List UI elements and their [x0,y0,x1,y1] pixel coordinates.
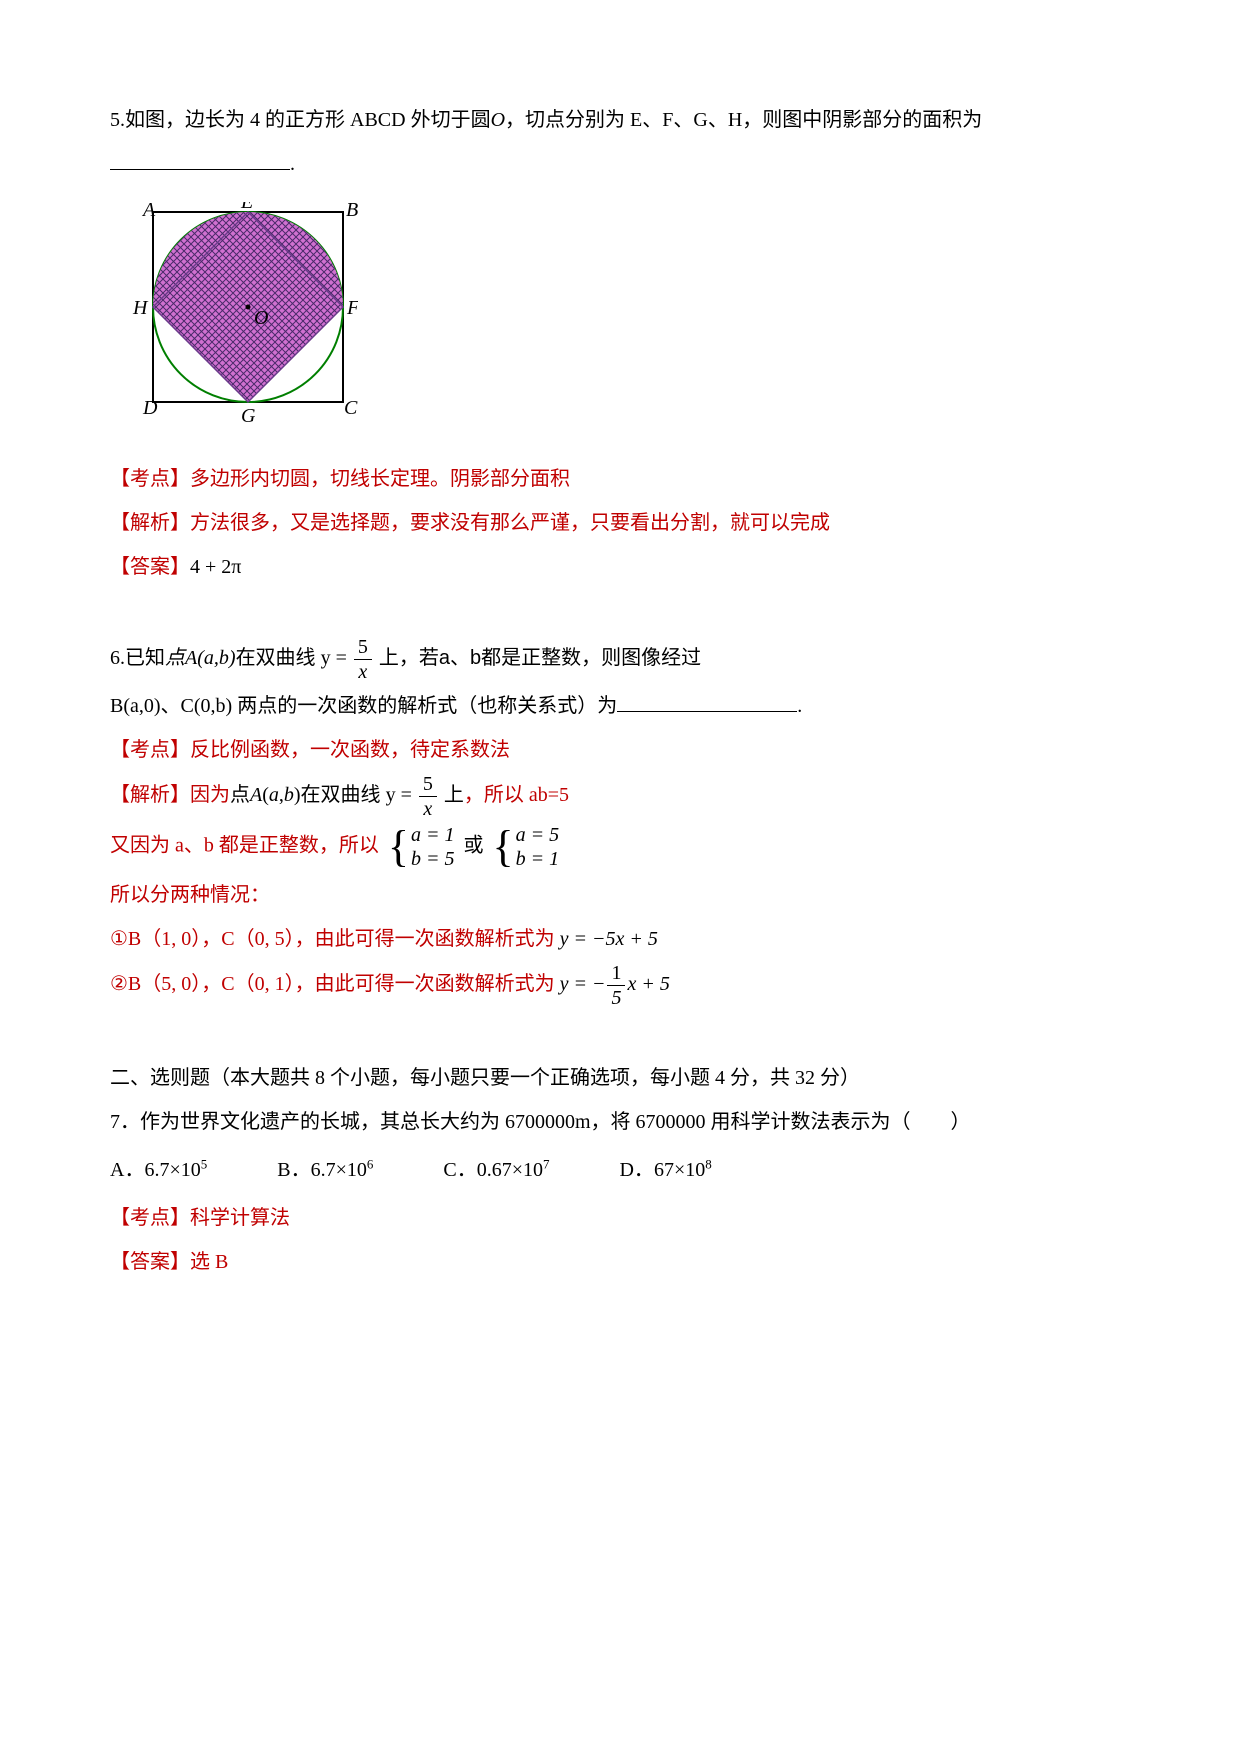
sys2: { a = 5b = 1 [493,823,560,871]
q5-kaodian-text: 多边形内切圆，切线长定理。阴影部分面积 [190,468,570,490]
q6-stem-l1: 6.已知点A(a,b)在双曲线 y = 5x 上，若a、b都是正整数，则图像经过 [110,637,1130,682]
case2-post: x + 5 [627,973,669,995]
label-C: C [344,397,358,419]
q5-daan-math: 4 + 2π [190,556,241,578]
q6-jiexi-l3: 所以分两种情况： [110,875,1130,915]
kaodian-label: 【考点】 [110,468,190,490]
q5-figure: A B C D E F G H O [128,202,1130,441]
q5-stem: 5.如图，边长为 4 的正方形 ABCD 外切于圆O，切点分别为 E、F、G、H… [110,100,1130,140]
label-G: G [241,405,256,427]
section2-title: 二、选则题（本大题共 8 个小题，每小题只要一个正确选项，每小题 4 分，共 3… [110,1058,1130,1098]
opt-C: C．0.67×107 [443,1150,549,1190]
jiexi-label: 【解析】 [110,784,190,806]
opt-A: A．6.7×105 [110,1150,207,1190]
q7-options: A．6.7×105 B．6.7×106 C．0.67×107 D．67×108 [110,1150,1130,1190]
q6-c: 都是正整数，则图像经过 [481,647,701,669]
case1-a: ①B（1, 0），C（0, 5），由此可得一次函数解析式为 [110,928,555,950]
q6-curve-pre: y = [321,647,352,669]
q5-text-b: ，切点分别为 E、F、G、H，则图中阴影部分的面积为 [505,109,982,131]
or-text: 或 [464,835,484,857]
q5-circle-sym: O [491,109,505,131]
q6-kaodian: 【考点】反比例函数，一次函数，待定系数法 [110,730,1130,770]
daan-label: 【答案】 [110,1251,190,1273]
q5-kaodian: 【考点】多边形内切圆，切线长定理。阴影部分面积 [110,459,1130,499]
q6-ab: a、b [439,647,481,669]
q7-daan: 【答案】选 B [110,1242,1130,1282]
case2-pre: y = − [560,973,606,995]
q5-jiexi: 【解析】方法很多，又是选择题，要求没有那么严谨，只要看出分割，就可以完成 [110,503,1130,543]
case2-a: ②B（5, 0），C（0, 1），由此可得一次函数解析式为 [110,973,555,995]
center-dot [246,305,251,310]
opt-D: D．67×108 [619,1150,711,1190]
q6-pt: 点A(a,b) [165,647,236,669]
q6-jiexi-l1: 【解析】因为点A(a,b)在双曲线 y = 5x 上，所以 ab=5 [110,774,1130,819]
q5-jiexi-text: 方法很多，又是选择题，要求没有那么严谨，只要看出分割，就可以完成 [190,512,830,534]
q6-kaodian-text: 反比例函数，一次函数，待定系数法 [190,739,510,761]
kaodian-label: 【考点】 [110,739,190,761]
q6-jiexi-l2: 又因为 a、b 都是正整数，所以 { a = 1b = 5 或 { a = 5b… [110,823,1130,871]
label-H: H [132,297,149,319]
label-D: D [142,397,158,419]
q6-stem-l2: B(a,0)、C(0,b) 两点的一次函数的解析式（也称关系式）为. [110,686,1130,726]
q6-case1: ①B（1, 0），C（0, 5），由此可得一次函数解析式为 y = −5x + … [110,919,1130,959]
label-A: A [141,202,156,221]
q6-b: 上，若 [374,647,439,669]
q6-frac: 5x [354,637,372,682]
q5-text-a: 5.如图，边长为 4 的正方形 ABCD 外切于圆 [110,109,491,131]
q7-stem: 7．作为世界文化遗产的长城，其总长大约为 6700000m，将 6700000 … [110,1102,1130,1142]
q6-j1a: 因为 [190,784,230,806]
q7-daan-text: 选 B [190,1251,228,1273]
q6-blank [617,711,797,712]
jiexi-label: 【解析】 [110,512,190,534]
q5-svg: A B C D E F G H O [128,202,358,427]
label-O: O [254,307,268,329]
label-B: B [346,202,358,221]
case1-expr: y = −5x + 5 [560,928,658,950]
q5-blank-line: . [110,144,1130,184]
q7-kaodian: 【考点】科学计算法 [110,1198,1130,1238]
label-E: E [240,202,253,213]
q6-l2a: B(a,0)、C(0,b) 两点的一次函数的解析式（也称关系式）为 [110,695,617,717]
q6-j2a: 又因为 a、b 都是正整数，所以 [110,835,379,857]
q6-j1d: ，所以 ab=5 [464,784,569,806]
label-F: F [346,297,358,319]
q5-daan: 【答案】4 + 2π [110,547,1130,587]
case2-frac: 15 [607,963,625,1008]
kaodian-label: 【考点】 [110,1207,190,1229]
q7-kaodian-text: 科学计算法 [190,1207,290,1229]
daan-label: 【答案】 [110,556,190,578]
opt-B: B．6.7×106 [277,1150,373,1190]
sys1: { a = 1b = 5 [388,823,455,871]
q5-blank [110,169,290,170]
q6-a: 6.已知 [110,647,165,669]
q6-case2: ②B（5, 0），C（0, 1），由此可得一次函数解析式为 y = −15x +… [110,963,1130,1008]
